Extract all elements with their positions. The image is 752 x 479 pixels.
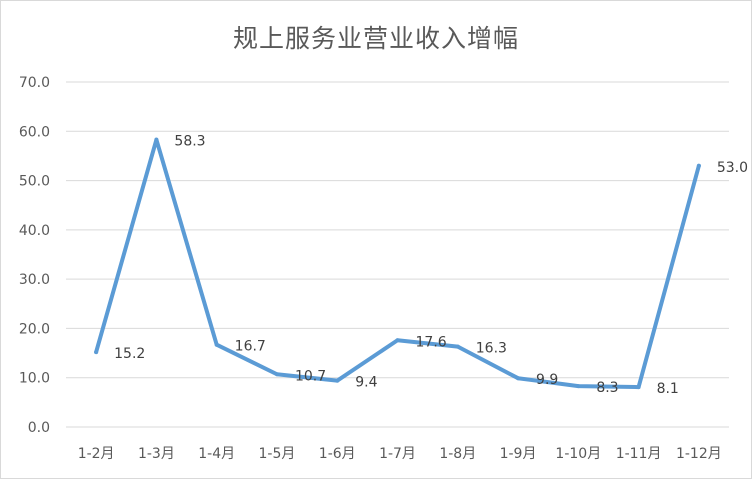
x-tick-label: 1-6月 (319, 446, 356, 462)
data-point (455, 344, 460, 349)
data-point (154, 137, 159, 142)
x-tick-label: 1-5月 (259, 446, 296, 462)
data-point (696, 163, 701, 168)
data-point (214, 342, 219, 347)
data-point (94, 350, 99, 355)
y-tick-label: 10.0 (19, 371, 50, 387)
x-tick-label: 1-7月 (379, 446, 416, 462)
y-tick-label: 70.0 (19, 75, 50, 91)
x-tick-label: 1-11月 (616, 446, 662, 462)
x-tick-label: 1-9月 (500, 446, 537, 462)
data-point (335, 378, 340, 383)
data-point (274, 372, 279, 377)
chart-title: 规上服务业营业收入增幅 (232, 24, 519, 53)
x-tick-label: 1-12月 (676, 446, 722, 462)
y-tick-label: 40.0 (19, 223, 50, 239)
y-tick-label: 50.0 (19, 174, 50, 190)
data-label: 8.3 (596, 380, 618, 396)
data-label: 16.7 (235, 339, 266, 355)
series-line (94, 137, 701, 390)
data-label: 8.1 (657, 381, 679, 397)
y-tick-label: 20.0 (19, 321, 50, 337)
data-label: 53.0 (717, 160, 748, 176)
x-tick-label: 1-3月 (138, 446, 175, 462)
x-tick-label: 1-8月 (439, 446, 476, 462)
data-label: 10.7 (295, 368, 326, 384)
data-label: 16.3 (476, 341, 507, 357)
x-tick-label: 1-4月 (198, 446, 235, 462)
y-tick-label: 60.0 (19, 124, 50, 140)
data-point (576, 384, 581, 389)
data-point (395, 338, 400, 343)
data-point (516, 376, 521, 381)
data-label: 15.2 (114, 346, 145, 362)
data-label: 17.6 (416, 334, 447, 350)
data-point (636, 385, 641, 390)
y-tick-label: 0.0 (28, 420, 50, 436)
x-tick-label: 1-2月 (78, 446, 115, 462)
x-tick-label: 1-10月 (555, 446, 601, 462)
data-label: 9.9 (536, 372, 558, 388)
data-label: 58.3 (174, 134, 205, 150)
data-label: 9.4 (355, 375, 377, 391)
y-tick-label: 30.0 (19, 272, 50, 288)
